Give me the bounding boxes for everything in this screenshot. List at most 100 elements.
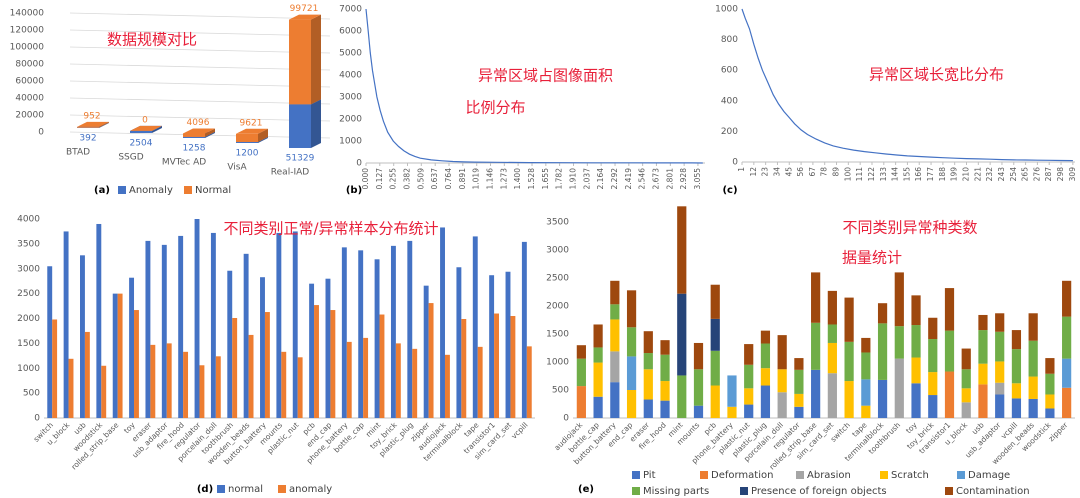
grid-line — [69, 46, 331, 54]
legend-label: Contamination — [956, 486, 1030, 497]
bar-side — [258, 128, 268, 142]
bar-segment — [576, 358, 586, 387]
y-tick-label: 0 — [38, 128, 44, 138]
bar — [145, 240, 151, 418]
bar-segment — [626, 327, 637, 357]
value-label: 99721 — [290, 4, 319, 14]
bar-segment — [643, 331, 653, 354]
bar — [276, 232, 282, 418]
legend-label: normal — [228, 484, 263, 495]
bar-segment — [844, 297, 854, 342]
bar-segment — [677, 293, 687, 376]
bar-segment — [610, 280, 620, 305]
bar-segment — [710, 385, 720, 418]
bar-segment — [794, 406, 804, 418]
x-tick-label: 298 — [1056, 167, 1065, 182]
bar-segment — [827, 342, 837, 374]
bar — [281, 351, 287, 418]
bar-segment — [861, 405, 871, 418]
x-tick-label: 0.509 — [416, 168, 425, 190]
y-tick-label: 120000 — [10, 26, 45, 36]
bar-segment — [1011, 398, 1022, 418]
bar-segment — [1045, 408, 1055, 418]
bar-side — [205, 131, 215, 138]
y-tick-label: 1000 — [715, 5, 738, 15]
bar-segment — [1045, 394, 1055, 409]
bar — [215, 356, 221, 418]
y-tick-label: 3000 — [17, 264, 40, 274]
bar-segment — [1028, 313, 1038, 341]
bar-top — [130, 125, 162, 131]
bar-segment — [626, 356, 637, 390]
bar — [117, 293, 123, 418]
bar — [472, 236, 478, 418]
y-tick-label: 2000 — [17, 314, 40, 324]
bar-segment — [794, 369, 804, 394]
x-tick-label: 144 — [891, 167, 900, 182]
y-tick-label: 2500 — [17, 289, 40, 299]
x-tick-label: 78 — [820, 167, 829, 177]
bar — [129, 277, 135, 418]
y-tick-label: 20000 — [15, 111, 44, 121]
bar — [395, 343, 401, 418]
chart-title: 比例分布 — [465, 99, 525, 117]
bar-front — [77, 126, 99, 128]
bar-segment — [877, 303, 888, 324]
panel-label: (d) — [197, 484, 213, 495]
bar-segment — [911, 357, 921, 384]
y-tick-label: 500 — [552, 386, 569, 396]
bar-segment — [1062, 358, 1072, 388]
bar-segment — [710, 284, 720, 319]
legend-swatch — [217, 485, 225, 493]
bar-segment — [978, 363, 988, 385]
y-tick-label: 4000 — [339, 71, 362, 81]
x-tick-label: 1.782 — [555, 168, 564, 190]
bar-segment — [861, 352, 871, 380]
grid-line — [69, 97, 331, 105]
bar — [521, 241, 527, 418]
bar — [52, 319, 58, 418]
x-tick-label: 177 — [926, 167, 935, 182]
bar-segment — [693, 405, 704, 418]
bar-segment — [894, 272, 904, 327]
bar-segment — [760, 368, 771, 386]
x-tick-label: 67 — [808, 167, 817, 177]
bar-front — [289, 104, 311, 148]
bar — [264, 312, 270, 418]
bar-segment — [777, 369, 787, 393]
bar — [227, 270, 233, 418]
y-tick-label: 100000 — [10, 43, 45, 53]
bar-segment — [894, 358, 904, 418]
bar-top — [183, 128, 215, 134]
bar-segment — [660, 340, 670, 355]
bar — [309, 283, 315, 418]
bar-segment — [677, 375, 687, 418]
bar-segment — [944, 371, 955, 418]
chart-title: 不同类别异常种类数 — [842, 219, 977, 237]
bar-segment — [827, 290, 837, 325]
bar — [390, 245, 396, 418]
bar — [63, 231, 69, 418]
bar — [297, 357, 303, 418]
x-tick-label: vcpill — [509, 420, 529, 440]
value-label: 1200 — [236, 149, 259, 159]
x-tick-label: MVTec AD — [162, 158, 206, 168]
value-label: 1258 — [183, 144, 206, 154]
y-tick-label: 1500 — [17, 339, 40, 349]
y-tick-label: 6000 — [339, 27, 362, 37]
legend-label: Abrasion — [807, 470, 851, 481]
bar — [112, 293, 118, 418]
legend-label: Normal — [195, 185, 231, 196]
bar-segment — [593, 362, 603, 397]
legend-swatch — [118, 186, 126, 194]
bar — [477, 346, 483, 418]
legend-label: Deformation — [711, 470, 773, 481]
y-tick-label: 0 — [356, 159, 362, 169]
x-tick-label: SSGD — [118, 153, 143, 163]
x-tick-label: 265 — [1021, 167, 1030, 182]
x-tick-label: 276 — [1032, 167, 1041, 182]
bar-segment — [978, 330, 988, 364]
y-tick-label: 1000 — [339, 137, 362, 147]
bar — [412, 348, 418, 418]
